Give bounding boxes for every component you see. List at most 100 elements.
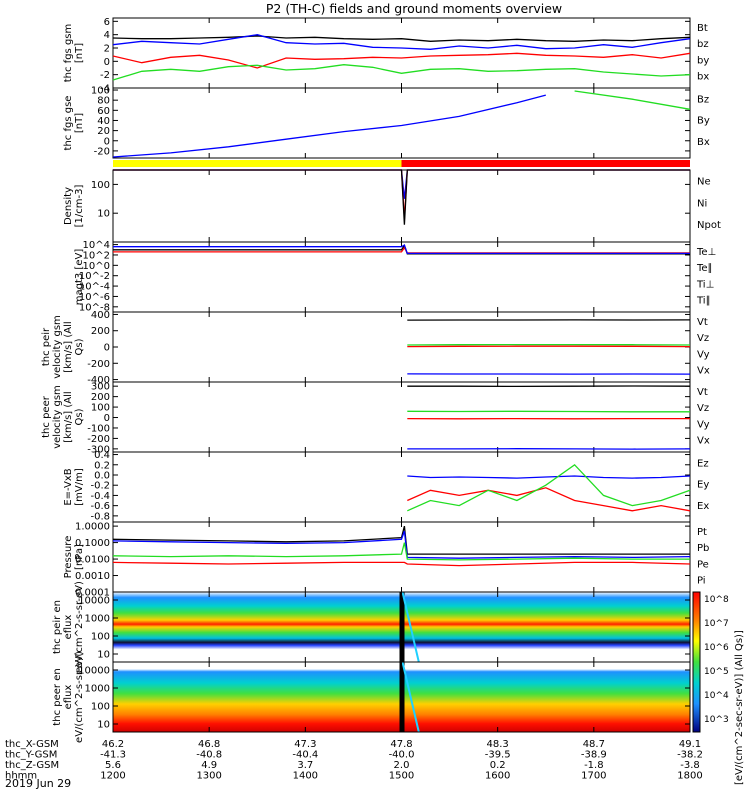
panel-frame	[112, 17, 691, 89]
legend-entry: Vy	[697, 349, 710, 360]
y-tick-label: 0.1000	[75, 538, 110, 549]
y-axis-label-line: eV/(cm^2-s-sr-eV)	[74, 581, 85, 673]
x-ticks	[112, 382, 691, 452]
y-axis-label-line: thc peer	[41, 395, 52, 438]
y-tick-label: 1.0000	[75, 522, 110, 533]
y-tick-label: -0.2	[90, 481, 110, 492]
series-group	[112, 90, 691, 158]
y-axis-label: thc peir velocity gsm [km/s] (All Qs)	[41, 315, 85, 379]
y-tick-label: 60	[97, 106, 110, 117]
footer-value: 5.6	[105, 760, 121, 771]
y-tick-label: 10^2	[83, 250, 110, 261]
footer-value: 48.7	[583, 739, 605, 750]
footer-value: -41.3	[100, 750, 126, 761]
y-tick-label: 20	[97, 126, 110, 137]
y-tick-label: 0.0	[94, 470, 110, 481]
x-ticks	[112, 662, 691, 732]
footer-value: -1.8	[584, 760, 604, 771]
y-ticks: 10000 1000 100 10	[78, 596, 690, 661]
y-tick-label: 100	[91, 180, 110, 191]
y-tick-label: 300	[91, 382, 110, 393]
legend: Pt Pb Pe Pi	[697, 527, 709, 587]
colorbar-tick-label: 10^5	[704, 667, 729, 677]
legend-entry: Vx	[697, 436, 710, 447]
y-axis-label-line: Qs)	[74, 338, 85, 355]
footer-value: 46.2	[102, 739, 124, 750]
legend-entry: Vt	[697, 317, 708, 328]
panel-frame	[112, 87, 691, 159]
y-tick-label: 4	[104, 30, 110, 41]
y-axis-label: thc peer en eflux eV/(cm^2-s-sr-eV)	[52, 651, 85, 743]
legend-entry: Vz	[697, 333, 709, 344]
y-axis-label-line: Qs)	[74, 408, 85, 425]
y-tick-label: 10^-8	[79, 302, 110, 313]
series-line-Ey	[407, 463, 691, 512]
legend-entry: By	[697, 116, 710, 127]
series-group	[113, 244, 690, 255]
series-group	[112, 34, 691, 81]
legend-entry: Bz	[697, 94, 709, 105]
y-axis-label-line: [km/s] (All	[63, 391, 74, 442]
mode-bar	[113, 160, 690, 167]
legend-entry: Bt	[697, 23, 708, 34]
y-tick-label: 0	[104, 343, 110, 354]
y-tick-label: -2	[100, 70, 110, 81]
y-ticks: 10^410^210^010^-210^-410^-610^-8	[79, 240, 690, 313]
y-tick-label: 10	[97, 650, 110, 661]
footer-value: 47.3	[294, 739, 316, 750]
legend: Vt Vz Vy Vx	[697, 387, 710, 447]
y-tick-label: 10	[97, 720, 110, 731]
series-line-Vy	[407, 410, 690, 413]
series-line-bz	[112, 52, 691, 69]
y-axis-label: Density [1/cm-3]	[63, 185, 85, 228]
y-tick-label: -0.8	[90, 511, 110, 522]
y-tick-label: 10^0	[83, 261, 110, 272]
footer-row-name: thc_Z-GSM	[5, 760, 59, 771]
footer-value: -40.0	[389, 750, 415, 761]
y-tick-label: 0.0001	[75, 588, 110, 599]
legend-entry: Vt	[697, 387, 708, 398]
series-group	[407, 385, 691, 450]
footer-value: 1400	[293, 771, 318, 782]
y-tick-label: 1000	[85, 614, 110, 625]
series-line-Pe	[112, 542, 690, 561]
series-line-Pt	[112, 525, 690, 555]
y-axis-label-line: thc fgs gsm	[63, 24, 74, 83]
series-group	[407, 319, 691, 375]
y-tick-label: -20	[94, 146, 110, 157]
y-tick-label: -200	[87, 359, 110, 370]
data-gap-stripe	[399, 592, 405, 662]
series-group	[113, 169, 690, 225]
panel-frame	[112, 381, 691, 453]
legend-entry: bz	[697, 39, 709, 50]
footer-value: 49.1	[679, 739, 701, 750]
legend-entry: Ez	[697, 458, 709, 469]
y-tick-label: -0.4	[90, 491, 110, 502]
y-axis-label: thc peer velocity gsm [km/s] (All Qs)	[41, 385, 85, 449]
data-gap-stripe	[399, 662, 405, 732]
footer-row-name: thc_Y-GSM	[5, 750, 57, 761]
x-ticks	[112, 452, 691, 522]
footer-value: -40.4	[292, 750, 318, 761]
legend: Ez Ey Ex	[697, 458, 709, 511]
y-tick-label: 10000	[78, 596, 110, 607]
series-line-Bt	[112, 35, 691, 42]
colorbar-label: [eV/(cm^2-sec-sr-eV)] (All Qs)]	[734, 630, 745, 785]
x-ticks	[112, 522, 691, 592]
colorbar-tick-label: 10^4	[704, 691, 729, 701]
y-axis-label: thc peir en eflux eV/(cm^2-s-sr-eV)	[52, 581, 85, 673]
series-line-Ti⊥	[113, 244, 690, 255]
y-tick-label: 80	[97, 96, 110, 107]
x-ticks	[112, 242, 691, 312]
legend-entry: Ex	[697, 501, 709, 512]
footer-row-name: hhmm	[5, 771, 37, 782]
series-group	[112, 525, 691, 567]
series-line-Bx	[112, 94, 546, 158]
legend: Te⊥ Te∥ Ti⊥ Ti∥	[696, 247, 716, 307]
panel-peer_spec: 10000 1000 100 10 thc peer en eflux eV/(cm^2-s…	[52, 651, 691, 743]
y-tick-label: 10	[97, 209, 110, 220]
footer-value: 4.9	[201, 760, 217, 771]
photoelectron-trace	[401, 661, 420, 733]
